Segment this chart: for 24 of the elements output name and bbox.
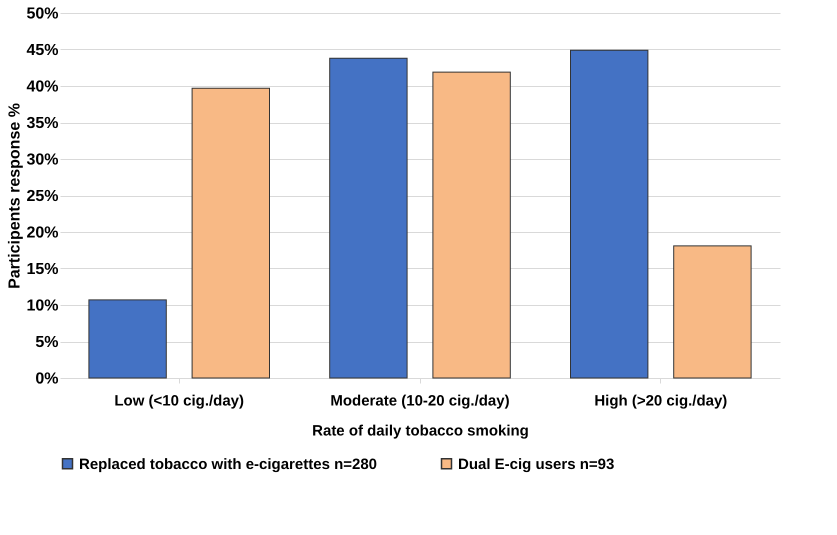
y-tick-label: 45%	[26, 42, 58, 59]
y-tick-label: 20%	[26, 224, 58, 242]
bar	[329, 58, 408, 378]
legend-label: Dual E-cig users n=93	[458, 456, 614, 473]
bar	[673, 245, 752, 378]
y-tick-label: 50%	[26, 6, 58, 22]
y-tick-label: 40%	[26, 78, 58, 96]
x-tick-label: Low (<10 cig./day)	[114, 392, 244, 410]
bar	[432, 72, 511, 378]
bar	[570, 50, 648, 378]
bar	[192, 88, 270, 378]
x-axis-title: Rate of daily tobacco smoking	[312, 422, 529, 440]
legend-label: Replaced tobacco with e-cigarettes n=280	[79, 456, 378, 473]
y-tick-label: 0%	[35, 370, 58, 388]
x-tick-label: High (>20 cig./day)	[594, 392, 728, 410]
y-tick-label: 15%	[26, 261, 58, 278]
y-tick-label: 10%	[26, 298, 58, 314]
y-axis-title: Participents response %	[6, 103, 24, 289]
y-tick-label: 30%	[26, 152, 58, 168]
y-tick-label: 5%	[35, 334, 58, 351]
y-tick-label: 25%	[26, 188, 58, 205]
x-tick-label: Moderate (10-20 cig./day)	[330, 392, 510, 410]
y-tick-label: 35%	[26, 115, 58, 132]
bar	[88, 299, 167, 378]
